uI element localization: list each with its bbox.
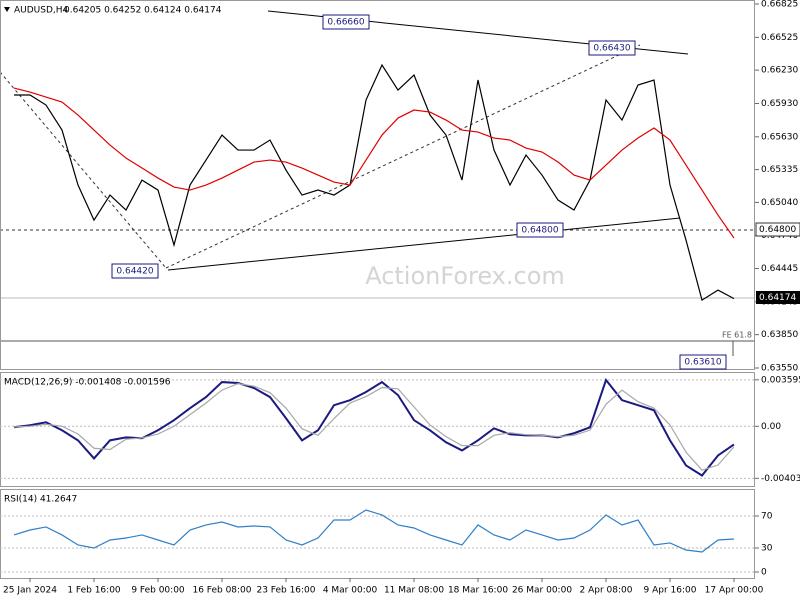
title-arrow [4, 7, 10, 12]
fe-label: FE 61.8 [722, 331, 752, 340]
y-tick-label: 0.66825 [761, 0, 798, 10]
x-tick-label: 25 Jan 2024 [3, 586, 57, 596]
price-label-box [679, 354, 727, 370]
y-tick-label: 0.003595 [761, 375, 800, 385]
watermark: ActionForex.com [365, 262, 565, 290]
y-tick-label: 0.00 [761, 422, 781, 432]
y-tick-label: 0.66525 [761, 33, 798, 43]
y-tick-label: 0.64445 [761, 264, 798, 274]
axis-marker: 0.64800 [759, 225, 796, 235]
y-tick-label: 0.66230 [761, 66, 798, 76]
price-label-box [111, 263, 159, 279]
trendline [167, 217, 681, 271]
x-tick-label: 18 Mar 16:00 [448, 586, 508, 596]
price-label: 0.66660 [327, 18, 364, 28]
price-label: 0.64800 [521, 226, 558, 236]
x-tick-label: 26 Mar 00:00 [512, 586, 572, 596]
price-label-box [588, 40, 636, 56]
y-tick-label: 0.63550 [761, 363, 798, 373]
y-tick-label: 0.65040 [761, 198, 798, 208]
x-tick-label: 23 Feb 16:00 [256, 586, 315, 596]
x-tick-label: 17 Apr 00:00 [705, 586, 764, 596]
series-line [13, 383, 735, 471]
series-line [14, 63, 735, 302]
axis-marker-box [755, 222, 800, 237]
panel-title: AUDUSD,H4 [14, 6, 69, 16]
x-tick-label: 16 Feb 08:00 [192, 586, 251, 596]
y-tick-label: 0.65630 [761, 132, 798, 142]
price-label: 0.66430 [593, 44, 630, 54]
series-line [13, 87, 735, 239]
series-line [13, 509, 735, 553]
y-tick-label: 30 [761, 544, 773, 554]
panel-border [0, 489, 755, 579]
price-label-box [516, 222, 564, 238]
panel-title: MACD(12,26,9) -0.001408 -0.001596 [4, 378, 171, 388]
axis-marker-box [756, 291, 800, 304]
price-label: 0.64420 [116, 267, 153, 277]
y-tick-label: 0.65335 [761, 165, 798, 175]
price-label-box [322, 14, 370, 30]
axis-marker: 0.64174 [759, 293, 796, 303]
y-tick-label: 0.63850 [761, 330, 798, 340]
trendline-dashed [0, 71, 167, 269]
y-tick-label: 0.65930 [761, 99, 798, 109]
series-line [13, 377, 735, 477]
y-tick-label: 70 [761, 512, 773, 522]
x-tick-label: 4 Mar 00:00 [323, 586, 378, 596]
chart-subtitle: 0.64205 0.64252 0.64124 0.64174 [64, 6, 222, 16]
x-tick-label: 9 Apr 16:00 [644, 586, 697, 596]
x-tick-label: 2 Apr 08:00 [580, 586, 633, 596]
x-tick-label: 1 Feb 16:00 [67, 586, 121, 596]
y-tick-label: 0 [761, 568, 767, 578]
x-tick-label: 11 Mar 08:00 [384, 586, 444, 596]
panel-border [0, 372, 755, 487]
x-tick-label: 9 Feb 00:00 [131, 586, 185, 596]
y-tick-label: -0.00403 [761, 474, 800, 484]
panel-title: RSI(14) 41.2647 [4, 495, 77, 505]
price-label: 0.63610 [684, 358, 721, 368]
panel-border [0, 0, 755, 370]
